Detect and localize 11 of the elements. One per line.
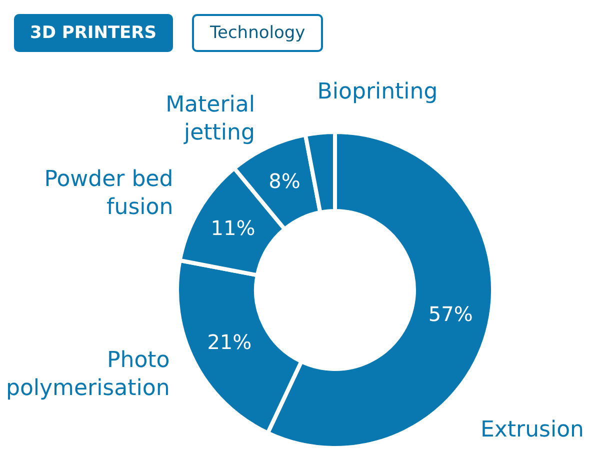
data-label: 8% <box>268 168 300 193</box>
data-label: 57% <box>428 302 473 326</box>
slice-label: Extrusion <box>480 418 584 443</box>
chart-subtitle: Technology <box>192 14 324 52</box>
chart-title: 3D PRINTERS <box>14 14 173 52</box>
slice-label: Material jetting <box>166 92 255 146</box>
data-label: 11% <box>210 216 256 240</box>
data-label: 21% <box>207 330 252 354</box>
slice-label: Photo polymerisation <box>6 348 170 402</box>
slice-label: Powder bed fusion <box>44 167 174 220</box>
slice-label: Bioprinting <box>317 80 438 105</box>
